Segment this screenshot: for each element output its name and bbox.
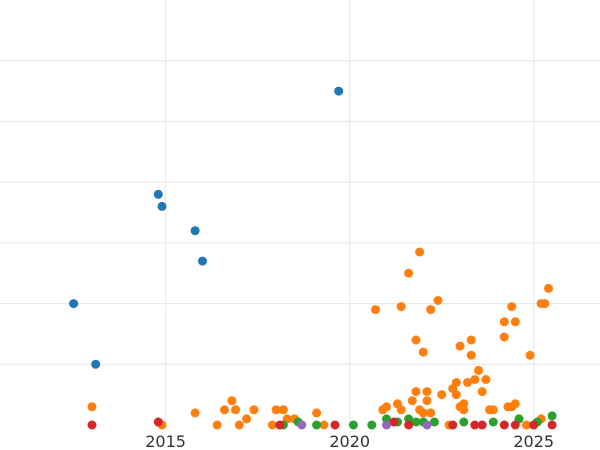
data-point xyxy=(153,189,163,199)
data-point xyxy=(415,247,425,257)
data-point xyxy=(198,256,207,266)
gridlines xyxy=(0,0,600,425)
data-point xyxy=(389,417,399,427)
data-point xyxy=(463,378,472,387)
data-point xyxy=(426,408,436,418)
data-point xyxy=(418,347,428,357)
data-point xyxy=(231,405,241,415)
data-point xyxy=(227,396,237,406)
data-point xyxy=(312,420,322,430)
data-point xyxy=(459,405,469,415)
data-point xyxy=(418,408,428,418)
data-point xyxy=(404,420,414,430)
data-point xyxy=(474,365,483,375)
data-point xyxy=(367,420,377,430)
data-point xyxy=(271,405,281,415)
data-point xyxy=(477,420,487,430)
data-point xyxy=(348,420,358,430)
data-point xyxy=(382,402,391,412)
series-3 xyxy=(87,417,557,430)
series-0 xyxy=(69,86,344,369)
series-4 xyxy=(297,420,432,430)
x-axis-ticks: 2015 2020 2025 xyxy=(145,432,554,450)
data-point xyxy=(422,420,432,430)
data-point xyxy=(547,411,557,421)
data-point xyxy=(396,302,406,312)
data-point xyxy=(249,405,259,415)
data-point xyxy=(371,305,380,315)
data-point xyxy=(448,420,458,430)
data-point xyxy=(426,305,436,315)
data-point xyxy=(312,408,322,418)
data-point xyxy=(470,375,480,384)
data-point xyxy=(319,420,329,430)
data-point xyxy=(267,420,277,430)
data-point xyxy=(330,420,340,430)
data-point xyxy=(455,341,465,351)
data-point xyxy=(220,405,229,415)
data-point xyxy=(499,420,509,430)
data-point xyxy=(544,283,553,293)
data-point xyxy=(510,420,520,430)
data-point xyxy=(499,317,509,327)
x-tick-label: 2020 xyxy=(329,432,370,450)
data-point xyxy=(234,420,244,430)
data-point xyxy=(470,420,480,430)
data-point xyxy=(334,86,344,96)
data-point xyxy=(466,335,476,345)
data-point xyxy=(547,420,557,430)
data-point xyxy=(297,420,307,430)
data-points xyxy=(69,86,557,430)
data-point xyxy=(404,268,414,278)
data-point xyxy=(411,417,421,427)
data-point xyxy=(157,201,167,211)
data-point xyxy=(507,302,517,312)
data-point xyxy=(466,350,476,360)
data-point xyxy=(481,375,491,384)
data-point xyxy=(382,420,391,430)
data-point xyxy=(91,359,101,369)
data-point xyxy=(212,420,222,430)
data-point xyxy=(477,387,487,397)
data-point xyxy=(422,396,432,406)
x-tick-label: 2015 xyxy=(145,432,186,450)
data-point xyxy=(525,350,535,360)
data-point xyxy=(510,399,520,409)
data-point xyxy=(242,414,252,424)
data-point xyxy=(87,420,97,430)
data-point xyxy=(451,378,461,387)
data-point xyxy=(278,405,288,415)
data-point xyxy=(396,405,406,415)
data-point xyxy=(429,417,439,427)
data-point xyxy=(411,387,421,397)
data-point xyxy=(529,420,539,430)
x-tick-label: 2025 xyxy=(513,432,554,450)
data-point xyxy=(521,420,531,430)
data-point xyxy=(275,420,285,430)
data-point xyxy=(190,226,200,236)
data-point xyxy=(69,299,79,309)
data-point xyxy=(540,299,550,309)
data-point xyxy=(87,402,97,412)
data-point xyxy=(510,317,520,327)
data-point xyxy=(411,335,421,345)
data-point xyxy=(407,396,417,406)
data-point xyxy=(488,405,498,415)
data-point xyxy=(451,390,461,400)
data-point xyxy=(190,408,200,418)
data-point xyxy=(422,387,432,397)
data-point xyxy=(153,417,163,427)
data-point xyxy=(437,390,447,400)
series-1 xyxy=(87,247,553,430)
data-point xyxy=(433,296,443,305)
data-point xyxy=(488,417,498,427)
data-point xyxy=(499,332,509,342)
data-point xyxy=(459,417,469,427)
